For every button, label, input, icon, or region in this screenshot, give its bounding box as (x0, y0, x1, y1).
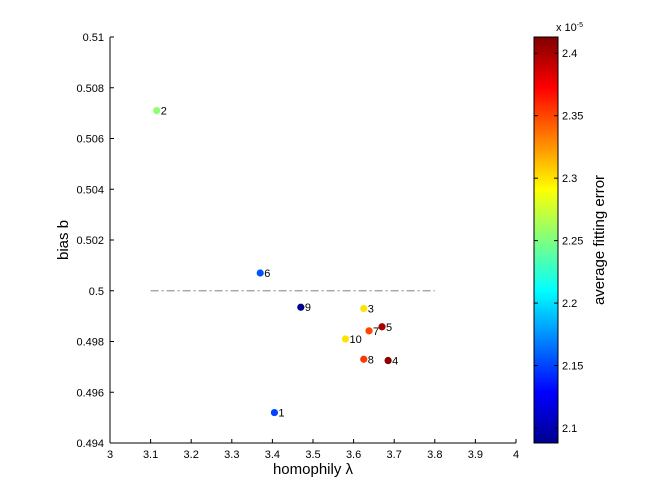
colorbar-tick-label: 2.15 (562, 361, 583, 373)
data-point-2 (153, 106, 161, 115)
x-tick-label: 3.2 (184, 449, 199, 461)
colorbar-tick-label: 2.2 (562, 298, 577, 310)
x-tick-label: 3.6 (346, 449, 361, 461)
colorbar-gradient (533, 36, 559, 444)
data-point-label-10: 10 (349, 334, 361, 346)
x-tick-label: 3.1 (143, 449, 158, 461)
colorbar-exponent-power: -5 (577, 22, 583, 29)
x-tick-label: 3 (107, 449, 113, 461)
data-point-label-9: 9 (305, 302, 311, 314)
data-point-7 (365, 327, 373, 335)
x-axis-label: homophily λ (273, 461, 354, 478)
colorbar: x 10-5 2.1 2.15 2.2 2.25 2.3 2.35 2.4 average … (533, 22, 608, 444)
data-points: 1 2 3 4 5 6 7 8 9 10 (153, 106, 398, 420)
colorbar-tick-label: 2.35 (562, 111, 583, 123)
colorbar-tick-label: 2.1 (562, 423, 577, 435)
colorbar-tick-label: 2.4 (562, 48, 577, 60)
colorbar-ticks: 2.1 2.15 2.2 2.25 2.3 2.35 2.4 (534, 48, 583, 435)
data-point-10 (341, 335, 350, 343)
data-point-3 (360, 304, 368, 313)
data-point-9 (297, 303, 305, 311)
data-point-label-1: 1 (278, 408, 284, 420)
x-tick-label: 3.3 (224, 449, 239, 461)
x-tick-label: 3.7 (387, 449, 402, 461)
data-point-label-6: 6 (264, 268, 270, 280)
y-tick-label: 0.502 (76, 235, 104, 247)
plot-axes (109, 37, 516, 444)
x-tick-label: 4 (513, 449, 519, 461)
x-tick-label: 3.5 (305, 449, 320, 461)
data-point-8 (360, 355, 368, 363)
y-tick-label: 0.498 (76, 337, 104, 349)
y-ticks: 0.494 0.496 0.498 0.5 0.502 0.504 0.506 0.508 0.… (76, 32, 114, 450)
colorbar-tick-label: 2.25 (562, 236, 583, 248)
data-point-label-2: 2 (161, 106, 167, 118)
x-tick-label: 3.8 (427, 449, 442, 461)
data-point-label-7: 7 (373, 326, 379, 338)
data-point-label-3: 3 (368, 304, 374, 316)
data-point-5 (378, 323, 386, 331)
y-tick-label: 0.496 (76, 387, 104, 399)
data-point-label-4: 4 (392, 356, 398, 368)
x-tick-label: 3.9 (468, 449, 483, 461)
data-point-1 (270, 408, 279, 417)
colorbar-label: average fitting error (591, 175, 608, 305)
x-tick-label: 3.4 (265, 449, 280, 461)
data-point-6 (256, 269, 264, 277)
colorbar-exponent: x 10-5 (556, 22, 583, 34)
y-tick-label: 0.504 (76, 184, 104, 196)
y-tick-label: 0.508 (76, 83, 104, 95)
y-tick-label: 0.494 (76, 438, 104, 450)
y-axis-label: bias b (55, 220, 72, 260)
x-ticks: 3 3.1 3.2 3.3 3.4 3.5 3.6 3.7 3.8 3.9 4 (107, 439, 519, 461)
y-tick-label: 0.506 (76, 134, 104, 146)
data-point-label-5: 5 (386, 322, 392, 334)
y-tick-label: 0.5 (89, 286, 104, 298)
colorbar-tick-label: 2.3 (562, 173, 577, 185)
data-point-4 (384, 356, 392, 365)
y-tick-label: 0.51 (83, 32, 104, 44)
data-point-label-8: 8 (368, 354, 374, 366)
